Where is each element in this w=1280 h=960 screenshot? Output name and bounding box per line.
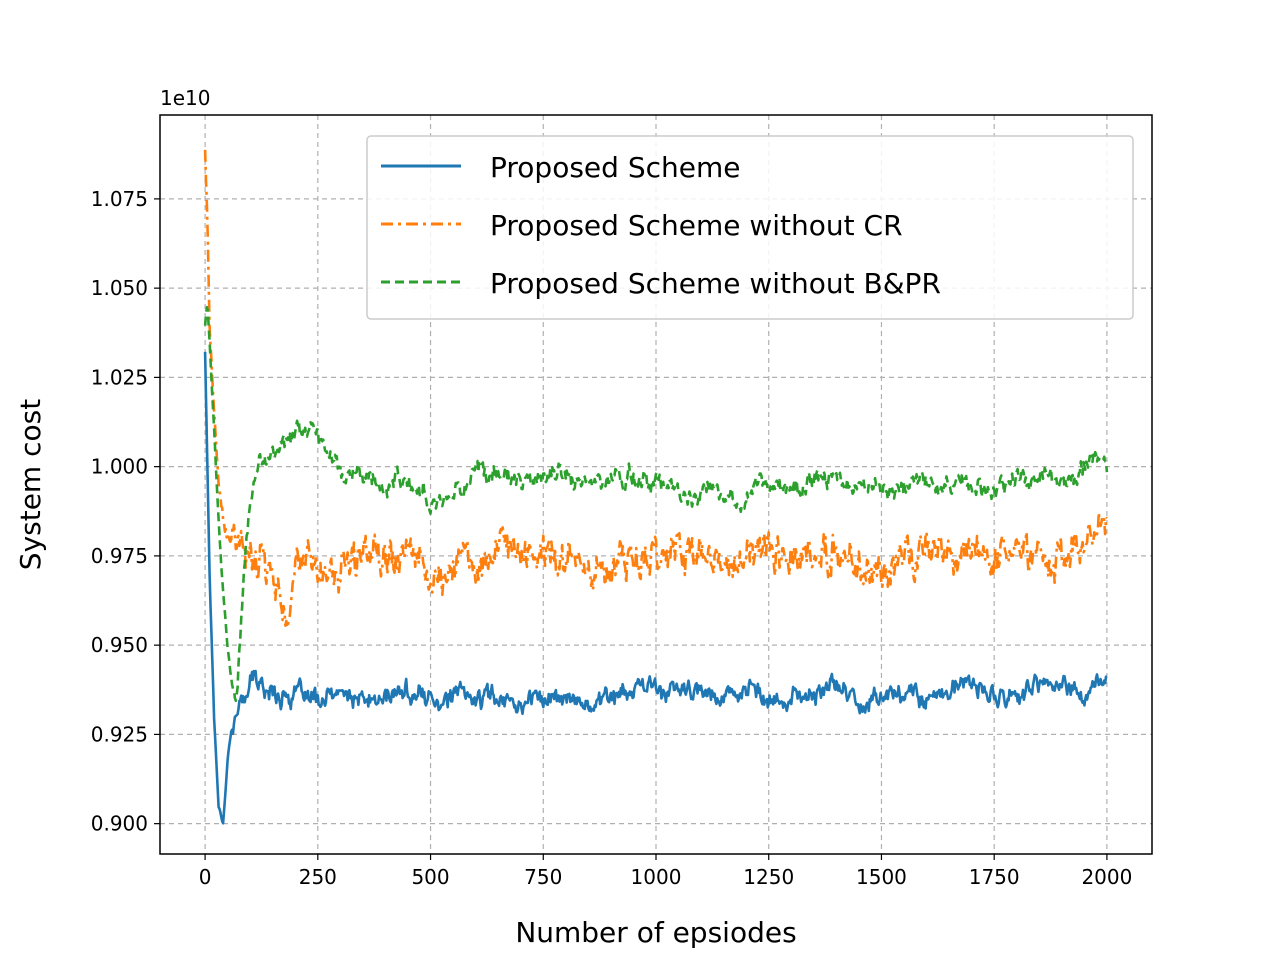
x-tick-label: 1000 [631, 865, 682, 889]
legend-label-without-cr: Proposed Scheme without CR [490, 209, 903, 242]
series-line-2 [203, 305, 1109, 703]
x-tick-label: 0 [199, 865, 212, 889]
y-offset-label: 1e10 [160, 86, 210, 110]
legend-label-without-bpr: Proposed Scheme without B&PR [490, 267, 941, 300]
x-tick-label: 250 [299, 865, 337, 889]
x-axis-title: Number of epsiodes [515, 916, 796, 949]
series-layer [203, 149, 1109, 825]
x-tick-label: 1500 [856, 865, 907, 889]
series-line-1 [203, 149, 1108, 630]
y-tick-label: 1.025 [91, 365, 148, 389]
series-line-0 [203, 351, 1108, 825]
x-tick-label: 2000 [1081, 865, 1132, 889]
x-tick-label: 1750 [969, 865, 1020, 889]
y-tick-label: 1.000 [91, 455, 148, 479]
y-tick-label: 0.950 [91, 633, 148, 657]
y-axis-title: System cost [14, 399, 47, 570]
y-tick-label: 0.975 [91, 544, 148, 568]
y-tick-label: 1.075 [91, 187, 148, 211]
y-tick-label: 1.050 [91, 276, 148, 300]
y-tick-label: 0.925 [91, 722, 148, 746]
legend-box [366, 135, 1134, 320]
x-tick-label: 750 [524, 865, 562, 889]
legend: Proposed Scheme Proposed Scheme without … [366, 135, 1134, 320]
x-tick-label: 1250 [743, 865, 794, 889]
axis-ticks: 0 250 500 750 1000 1250 1500 1750 2000 0.900 0.925… [91, 187, 1133, 889]
x-tick-label: 500 [411, 865, 449, 889]
y-tick-label: 0.900 [91, 812, 148, 836]
legend-label-proposed: Proposed Scheme [490, 151, 740, 184]
